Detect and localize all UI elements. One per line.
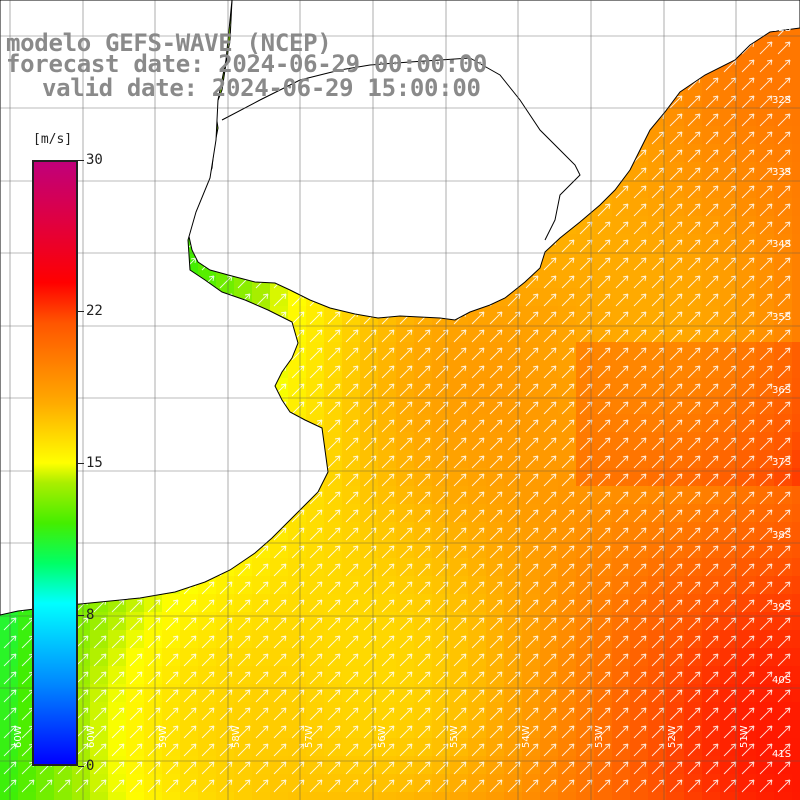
- lon-label: 53W: [594, 725, 605, 748]
- colorbar-label-15: 15: [86, 455, 103, 471]
- land-west: [0, 0, 329, 616]
- lon-label: 55W: [449, 725, 460, 748]
- lon-label: 52W: [667, 725, 678, 748]
- lon-label: 51W: [739, 725, 750, 748]
- lat-label: 34S: [772, 239, 792, 250]
- lon-label: 56W: [377, 725, 388, 748]
- colorbar-tick: [78, 311, 84, 312]
- lat-label: 39S: [772, 602, 792, 613]
- lat-label: 37S: [772, 457, 792, 468]
- border-line: [469, 57, 581, 241]
- lon-label: 57W: [304, 725, 315, 748]
- lat-label: 36S: [772, 385, 792, 396]
- lat-label: 32S: [772, 23, 792, 34]
- lon-label: 60W: [86, 725, 97, 748]
- model-title: modelo GEFS-WAVE (NCEP): [6, 29, 332, 57]
- lat-label: 41S: [772, 749, 792, 760]
- colorbar-tick: [78, 615, 84, 616]
- colorbar-label-0: 0: [86, 758, 95, 774]
- colorbar-label-22: 22: [86, 303, 103, 319]
- forecast-date: forecast date: 2024-06-29 00:00:00: [6, 50, 488, 78]
- lon-label: 59W: [158, 725, 169, 748]
- colorbar-tick: [78, 463, 84, 464]
- lon-label: 54W: [521, 725, 532, 748]
- colorbar-tick: [78, 766, 84, 767]
- lon-label: 58W: [231, 725, 242, 748]
- lat-label: 38S: [772, 530, 792, 541]
- lat-label: 33S: [772, 167, 792, 178]
- valid-date: valid date: 2024-06-29 15:00:00: [42, 74, 481, 102]
- lon-label: 60W: [13, 725, 24, 748]
- colorbar-tick: [78, 160, 84, 161]
- lat-label: 32S: [772, 95, 792, 106]
- colorbar-unit: [m/s]: [33, 132, 73, 147]
- lat-label: 40S: [772, 675, 792, 686]
- colorbar-label-30: 30: [86, 152, 103, 168]
- border-line: [221, 57, 471, 121]
- lat-label: 35S: [772, 312, 792, 323]
- colorbar: [32, 160, 78, 766]
- colorbar-label-8: 8: [86, 607, 95, 623]
